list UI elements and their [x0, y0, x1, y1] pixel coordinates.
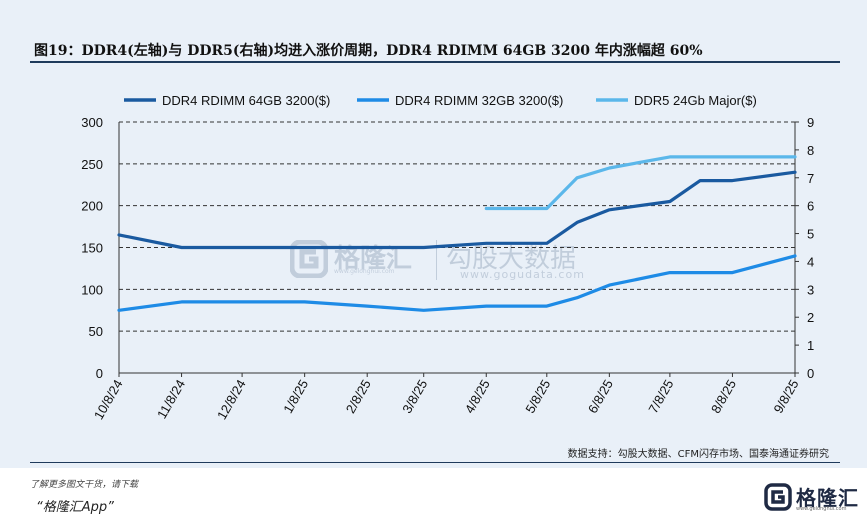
title-rule — [30, 61, 840, 63]
x-tick-label: 10/8/24 — [91, 377, 126, 422]
watermark-logo-icon — [290, 240, 328, 278]
watermark: 格隆汇 www.gelonghui.com 勾股大数据 www.gogudata… — [290, 236, 590, 286]
legend-label: DDR4 RDIMM 64GB 3200($) — [162, 93, 330, 108]
watermark-url-2: www.gogudata.com — [460, 268, 585, 281]
x-tick-label: 2/8/25 — [343, 377, 374, 416]
y-right-tick-label: 0 — [807, 366, 814, 381]
brand-logo-text: 格隆汇 — [796, 486, 859, 510]
x-tick-label: 1/8/25 — [280, 377, 311, 416]
y-right-tick-label: 2 — [807, 310, 814, 325]
brand-logo-url: www.gelonghui.com — [796, 506, 847, 512]
x-tick-label: 7/8/25 — [645, 377, 676, 416]
x-tick-label: 12/8/24 — [214, 377, 249, 422]
source-note: 数据支持：勾股大数据、CFM闪存市场、国泰海通证券研究 — [567, 449, 829, 460]
y-right-tick-label: 7 — [807, 171, 814, 186]
x-tick-label: 8/8/25 — [708, 377, 739, 416]
x-tick-label: 9/8/25 — [771, 377, 802, 416]
brand-logo: 格隆汇 www.gelonghui.com — [764, 481, 858, 512]
watermark-text-2: 勾股大数据 — [446, 244, 577, 274]
y-right-tick-label: 6 — [807, 199, 814, 214]
chart-panel — [0, 0, 867, 468]
legend-label: DDR5 24Gb Major($) — [634, 93, 757, 108]
y-right-tick-label: 9 — [807, 115, 814, 130]
x-tick-label: 4/8/25 — [462, 377, 493, 416]
legend-label: DDR4 RDIMM 32GB 3200($) — [395, 93, 563, 108]
download-note: 了解更多图文干货，请下载 — [30, 480, 139, 490]
x-tick-label: 5/8/25 — [522, 377, 553, 416]
series-line-3 — [484, 155, 797, 211]
y-right-tick-label: 8 — [807, 143, 814, 158]
y-left-tick-label: 250 — [81, 157, 103, 172]
brand-logo-icon — [764, 483, 792, 511]
app-name[interactable]: “格隆汇App” — [36, 500, 114, 515]
y-left-tick-label: 0 — [96, 366, 103, 381]
series-line-2 — [117, 254, 797, 312]
y-left-tick-label: 300 — [81, 115, 103, 130]
y-left-tick-label: 100 — [81, 282, 103, 297]
y-right-tick-label: 4 — [807, 254, 814, 269]
figure-title: 图19：DDR4(左轴)与 DDR5(右轴)均进入涨价周期，DDR4 RDIMM… — [34, 43, 703, 59]
watermark-divider — [436, 240, 437, 280]
line-chart: 0 50 100 150 200 250 300 0 1 2 3 4 5 6 7 8 9 10/8/24 11/8/… — [81, 93, 814, 422]
y-right-tick-label: 3 — [807, 282, 814, 297]
bottom-rule — [30, 462, 840, 463]
x-tick-label: 3/8/25 — [399, 377, 430, 416]
y-right-tick-label: 1 — [807, 338, 814, 353]
y-left-tick-label: 50 — [89, 324, 103, 339]
y-right-tick-label: 5 — [807, 227, 814, 242]
x-tick-label: 11/8/24 — [154, 377, 188, 421]
x-tick-label: 6/8/25 — [585, 377, 616, 416]
y-left-tick-label: 150 — [81, 241, 103, 256]
y-left-tick-label: 200 — [81, 199, 103, 214]
series-line-1 — [117, 170, 797, 250]
watermark-url-1: www.gelonghui.com — [334, 268, 395, 275]
